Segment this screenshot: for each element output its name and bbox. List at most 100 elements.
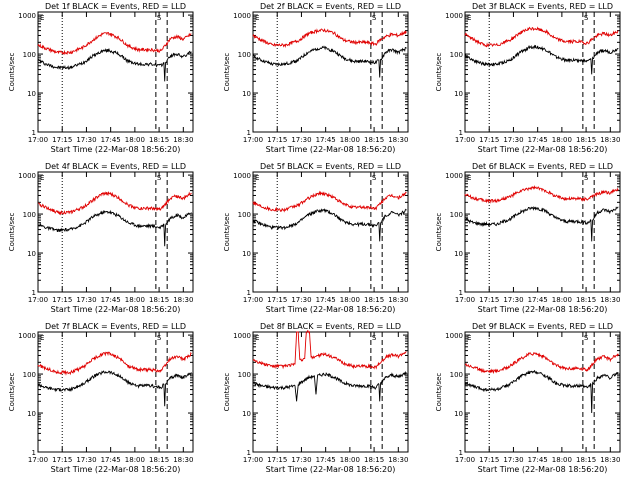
y-tick-label: 100 <box>238 51 251 59</box>
x-tick-label: 17:00 <box>243 136 263 144</box>
y-tick-label: 100 <box>450 51 463 59</box>
x-tick-label: 17:00 <box>455 456 475 464</box>
x-tick-label: 17:00 <box>28 136 48 144</box>
x-tick-label: 17:30 <box>291 296 311 304</box>
y-axis-label: Counts/sec <box>435 53 443 92</box>
chart-title: Det 6f BLACK = Events, RED = LLD <box>472 162 613 171</box>
x-tick-label: 17:15 <box>267 456 287 464</box>
y-tick-label: 100 <box>238 211 251 219</box>
x-tick-label: 17:15 <box>267 296 287 304</box>
x-tick-label: 18:15 <box>364 456 384 464</box>
chart-title: Det 8f BLACK = Events, RED = LLD <box>260 322 401 331</box>
y-tick-label: 1000 <box>445 12 463 20</box>
x-tick-label: 17:45 <box>101 296 121 304</box>
y-tick-label: 1 <box>32 129 36 137</box>
x-tick-label: 18:00 <box>125 296 145 304</box>
y-tick-label: 1000 <box>18 172 36 180</box>
y-tick-label: 10 <box>27 90 36 98</box>
x-tick-label: 18:30 <box>600 456 620 464</box>
x-axis-label: Start Time (22-Mar-08 18:56:20) <box>266 305 396 314</box>
chart-panel-6: Det 6f BLACK = Events, RED = LLD 1 10 100 10… <box>435 162 621 314</box>
x-tick-label: 17:30 <box>291 456 311 464</box>
x-axis-label: Start Time (22-Mar-08 18:56:20) <box>266 145 396 154</box>
plot-frame <box>464 331 621 453</box>
x-tick-label: 17:15 <box>479 456 499 464</box>
y-tick-label: 1 <box>459 129 463 137</box>
plot-frame <box>252 11 409 133</box>
events-series-line <box>464 205 619 242</box>
chart-panel-1: Det 1f BLACK = Events, RED = LLD 1 10 100 10… <box>8 2 194 154</box>
y-tick-label: 1000 <box>233 172 251 180</box>
y-axis-label: Counts/sec <box>8 53 16 92</box>
events-series-line <box>252 370 407 402</box>
x-axis-label: Start Time (22-Mar-08 18:56:20) <box>478 145 608 154</box>
lld-series-line <box>252 330 407 370</box>
chart-panel-4: Det 4f BLACK = Events, RED = LLD 1 10 100 10… <box>8 162 194 314</box>
x-tick-label: 17:30 <box>76 456 96 464</box>
x-tick-label: 17:30 <box>76 136 96 144</box>
x-tick-label: 18:15 <box>364 136 384 144</box>
x-tick-label: 17:30 <box>503 296 523 304</box>
x-tick-label: 17:00 <box>455 136 475 144</box>
events-series-line <box>464 44 619 75</box>
y-tick-label: 100 <box>450 211 463 219</box>
x-tick-label: 18:30 <box>600 136 620 144</box>
y-tick-label: 10 <box>242 250 251 258</box>
chart-title: Det 7f BLACK = Events, RED = LLD <box>45 322 186 331</box>
chart-panel-2: Det 2f BLACK = Events, RED = LLD 1 10 100 10… <box>223 2 409 154</box>
chart-panel-5: Det 5f BLACK = Events, RED = LLD 1 10 100 10… <box>223 162 409 314</box>
chart-title: Det 1f BLACK = Events, RED = LLD <box>45 2 186 11</box>
x-tick-label: 18:15 <box>149 296 169 304</box>
lld-series-line <box>464 26 619 48</box>
marker-label-e: E <box>255 14 259 22</box>
marker-label-s: S <box>157 334 162 342</box>
y-tick-label: 1000 <box>18 12 36 20</box>
marker-label-e: E <box>40 334 44 342</box>
x-tick-label: 18:00 <box>125 456 145 464</box>
plot-frame <box>252 171 409 293</box>
marker-label-e: E <box>255 334 259 342</box>
marker-label-s: S <box>372 14 377 22</box>
chart-title: Det 3f BLACK = Events, RED = LLD <box>472 2 613 11</box>
chart-panel-7: Det 7f BLACK = Events, RED = LLD 1 10 100 10… <box>8 322 194 474</box>
x-tick-label: 18:30 <box>173 296 193 304</box>
marker-label-e: E <box>40 14 44 22</box>
lld-series-line <box>464 351 619 375</box>
marker-label-e: E <box>255 174 259 182</box>
events-series-line <box>37 370 192 407</box>
plot-frame <box>464 11 621 133</box>
x-tick-label: 17:30 <box>503 456 523 464</box>
plot-frame <box>464 171 621 293</box>
x-tick-label: 17:45 <box>316 296 336 304</box>
events-series-line <box>37 47 192 82</box>
x-tick-label: 18:30 <box>600 296 620 304</box>
y-tick-label: 1 <box>32 449 36 457</box>
x-tick-label: 18:00 <box>552 456 572 464</box>
x-tick-label: 18:30 <box>388 136 408 144</box>
y-tick-label: 10 <box>242 90 251 98</box>
lld-series-line <box>37 32 192 56</box>
x-tick-label: 17:45 <box>101 136 121 144</box>
plot-frame <box>37 331 194 453</box>
x-tick-label: 17:45 <box>316 136 336 144</box>
y-tick-label: 1 <box>32 289 36 297</box>
y-tick-label: 1 <box>247 449 251 457</box>
y-tick-label: 100 <box>238 371 251 379</box>
x-axis-label: Start Time (22-Mar-08 18:56:20) <box>51 305 181 314</box>
y-axis-label: Counts/sec <box>223 53 231 92</box>
x-tick-label: 17:15 <box>52 456 72 464</box>
events-series-line <box>37 209 192 247</box>
chart-title: Det 2f BLACK = Events, RED = LLD <box>260 2 401 11</box>
y-axis-label: Counts/sec <box>435 373 443 412</box>
plot-frame <box>37 171 194 293</box>
x-tick-label: 17:30 <box>503 136 523 144</box>
x-tick-label: 17:30 <box>291 136 311 144</box>
y-tick-label: 1000 <box>445 332 463 340</box>
events-series-line <box>464 369 619 414</box>
marker-label-s: S <box>157 174 162 182</box>
marker-label-e: E <box>467 334 471 342</box>
x-tick-label: 18:15 <box>149 456 169 464</box>
lld-series-line <box>252 190 407 213</box>
y-tick-label: 1000 <box>445 172 463 180</box>
